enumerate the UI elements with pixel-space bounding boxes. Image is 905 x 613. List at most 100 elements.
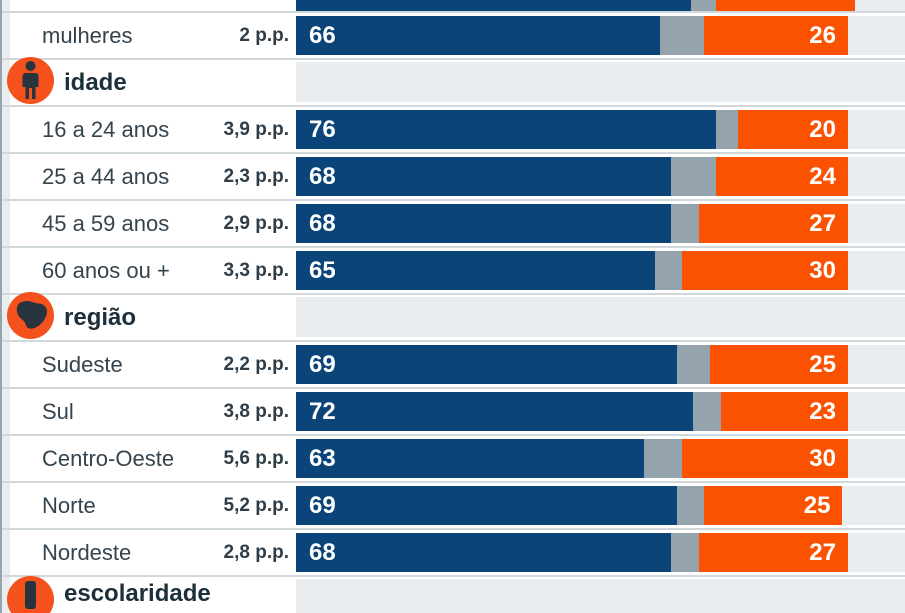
- margin-of-error-label: 2,8 p.p.: [223, 541, 289, 563]
- orange-value-label: 30: [809, 444, 836, 472]
- bar-segment-blue: 72: [296, 392, 694, 431]
- bar-segment-orange: 27: [698, 533, 848, 572]
- book-icon: [7, 576, 54, 613]
- bar-row-mulheres: mulheres 2 p.p. 66 26: [0, 13, 905, 60]
- bar-track: 68 24: [296, 157, 905, 196]
- blue-value-label: 68: [309, 209, 336, 237]
- bar-segment-orange: 24: [715, 157, 848, 196]
- bar-track: 68 27: [296, 533, 905, 572]
- section-header-band: [296, 297, 905, 337]
- margin-of-error-label: 3,9 p.p.: [223, 118, 289, 140]
- orange-value-label: 27: [809, 538, 836, 566]
- orange-value-label: 26: [809, 21, 836, 49]
- bar-row-sudeste: Sudeste 2,2 p.p. 69 25: [0, 342, 905, 389]
- blue-value-label: 68: [309, 538, 336, 566]
- bar-track: 63 30: [296, 439, 905, 478]
- orange-value-label: 25: [809, 350, 836, 378]
- category-label: Centro-Oeste: [42, 445, 175, 471]
- bar-segment-gray: [660, 16, 705, 55]
- margin-of-error-label: 2,3 p.p.: [223, 165, 289, 187]
- section-title: região: [64, 303, 137, 331]
- person-icon: [7, 57, 54, 104]
- bar-segment-orange: 30: [682, 439, 848, 478]
- margin-of-error-label: 5,6 p.p.: [223, 447, 289, 469]
- bar-segment-blue: 63: [296, 439, 644, 478]
- bar-row-16-a-24-anos: 16 a 24 anos 3,9 p.p. 76 20: [0, 107, 905, 154]
- bar-segment-blue: 68: [296, 533, 672, 572]
- orange-value-label: 25: [803, 491, 831, 519]
- blue-value-label: 66: [309, 21, 336, 49]
- section-header-band: [296, 62, 905, 102]
- bar-segment-orange: 23: [721, 392, 848, 431]
- bar-segment-gray: [715, 110, 738, 149]
- bar-segment-gray: [654, 251, 683, 290]
- bar-track: 76 20: [296, 110, 905, 149]
- category-label: 60 anos ou +: [42, 257, 170, 283]
- category-label: Sul: [42, 398, 74, 424]
- bar-segment-gray: [643, 439, 683, 478]
- margin-of-error-label: 2 p.p.: [239, 24, 289, 46]
- category-label: Nordeste: [42, 539, 132, 565]
- bar-row-45-a-59-anos: 45 a 59 anos 2,9 p.p. 68 27: [0, 201, 905, 248]
- orange-value-label: 20: [809, 115, 836, 143]
- section-header-regiao: região: [0, 292, 905, 342]
- bar-segment-orange: 26: [704, 16, 848, 55]
- axis-edge-line: [0, 0, 2, 613]
- bar-segment-orange: 25: [704, 486, 843, 525]
- bar-segment-gray: [676, 345, 710, 384]
- bar-segment-gray: [671, 204, 699, 243]
- bar-track: 69 25: [296, 486, 905, 525]
- brazil-map-icon: [7, 292, 54, 339]
- section-title: escolaridade: [64, 580, 211, 607]
- bar-segment-blue: 66: [296, 16, 661, 55]
- blue-value-label: 69: [309, 491, 336, 519]
- bar-segment-orange: 30: [682, 251, 848, 290]
- bar-row-25-a-44-anos: 25 a 44 anos 2,3 p.p. 68 24: [0, 154, 905, 201]
- bar-track: 65 30: [296, 251, 905, 290]
- bar-row-60-anos-ou-mais: 60 anos ou + 3,3 p.p. 65 30: [0, 248, 905, 295]
- bar-track: 66 26: [296, 16, 905, 55]
- margin-of-error-label: 2,9 p.p.: [223, 212, 289, 234]
- blue-value-label: 63: [309, 444, 336, 472]
- category-label: 45 a 59 anos: [42, 210, 170, 236]
- category-label: Sudeste: [42, 351, 123, 377]
- orange-value-label: 23: [809, 397, 836, 425]
- bar-segment-blue: 69: [296, 486, 677, 525]
- bar-segment-orange: 20: [737, 110, 848, 149]
- category-label: 25 a 44 anos: [42, 163, 170, 189]
- bar-segment-blue: 69: [296, 345, 677, 384]
- blue-value-label: 76: [309, 115, 336, 143]
- bar-segment-gray: [676, 486, 705, 525]
- margin-of-error-label: 5,2 p.p.: [223, 494, 289, 516]
- bar-segment-orange: 27: [698, 204, 848, 243]
- bar-segment-blue: 76: [296, 110, 716, 149]
- margin-of-error-label: 3,8 p.p.: [223, 400, 289, 422]
- bar-segment-blue: 65: [296, 251, 655, 290]
- bar-row-sul: Sul 3,8 p.p. 72 23: [0, 389, 905, 436]
- blue-value-label: 69: [309, 350, 336, 378]
- bar-segment-orange: 25: [709, 345, 848, 384]
- section-title: idade: [64, 68, 127, 96]
- section-header-escolaridade: escolaridade: [0, 576, 905, 613]
- bar-row-nordeste: Nordeste 2,8 p.p. 68 27: [0, 530, 905, 577]
- blue-value-label: 72: [309, 397, 336, 425]
- blue-value-label: 68: [309, 162, 336, 190]
- orange-value-label: 27: [809, 209, 836, 237]
- margin-of-error-label: 3,3 p.p.: [223, 259, 289, 281]
- category-label: mulheres: [42, 22, 133, 48]
- orange-value-label: 30: [809, 256, 836, 284]
- bar-row-cropped-top: [0, 0, 905, 13]
- bar-track: 68 27: [296, 204, 905, 243]
- bar-segment-gray: [671, 157, 716, 196]
- bar-row-centro-oeste: Centro-Oeste 5,6 p.p. 63 30: [0, 436, 905, 483]
- bar-row-norte: Norte 5,2 p.p. 69 25: [0, 483, 905, 530]
- orange-value-label: 24: [809, 162, 836, 190]
- bar-segment-gray: [690, 0, 716, 11]
- bar-segment-gray: [693, 392, 722, 431]
- bar-segment-blue: 68: [296, 204, 672, 243]
- section-header-idade: idade: [0, 57, 905, 107]
- bar-segment-gray: [671, 533, 699, 572]
- margin-of-error-label: 2,2 p.p.: [223, 353, 289, 375]
